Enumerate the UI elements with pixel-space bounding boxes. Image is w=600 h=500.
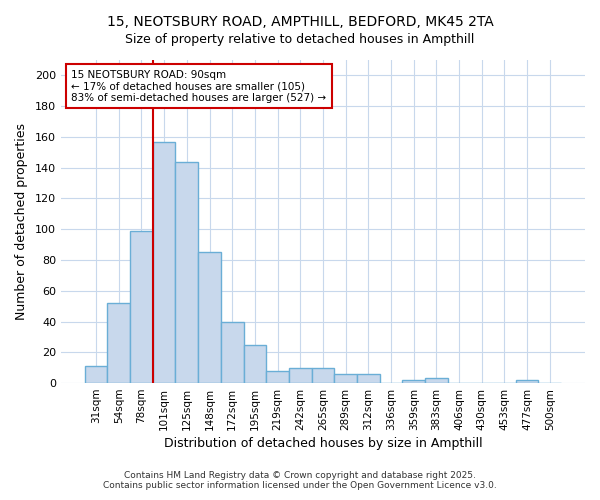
Bar <box>311 368 334 383</box>
Text: 15, NEOTSBURY ROAD, AMPTHILL, BEDFORD, MK45 2TA: 15, NEOTSBURY ROAD, AMPTHILL, BEDFORD, M… <box>107 15 493 29</box>
Text: Contains HM Land Registry data © Crown copyright and database right 2025.
Contai: Contains HM Land Registry data © Crown c… <box>103 470 497 490</box>
Bar <box>153 142 175 383</box>
Bar <box>130 231 153 383</box>
Bar <box>85 366 107 383</box>
Bar <box>289 368 311 383</box>
Text: Size of property relative to detached houses in Ampthill: Size of property relative to detached ho… <box>125 32 475 46</box>
Bar <box>198 252 221 383</box>
Bar <box>357 374 380 383</box>
Bar <box>425 378 448 383</box>
Bar <box>175 162 198 383</box>
Bar <box>107 303 130 383</box>
Bar <box>244 344 266 383</box>
X-axis label: Distribution of detached houses by size in Ampthill: Distribution of detached houses by size … <box>164 437 482 450</box>
Text: 15 NEOTSBURY ROAD: 90sqm
← 17% of detached houses are smaller (105)
83% of semi-: 15 NEOTSBURY ROAD: 90sqm ← 17% of detach… <box>71 70 326 103</box>
Bar <box>221 322 244 383</box>
Y-axis label: Number of detached properties: Number of detached properties <box>15 123 28 320</box>
Bar <box>516 380 538 383</box>
Bar <box>403 380 425 383</box>
Bar <box>334 374 357 383</box>
Bar <box>266 371 289 383</box>
